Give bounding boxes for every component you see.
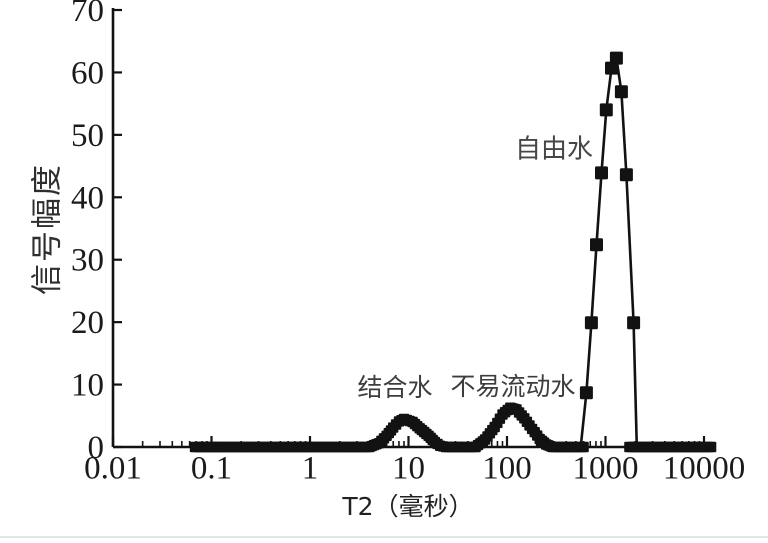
- free-water-peak: [579, 51, 641, 448]
- y-tick-label: 0: [88, 430, 105, 466]
- annotation-bound-water: 结合水: [357, 373, 433, 402]
- y-axis-label: 信号幅度: [29, 163, 66, 295]
- bottom-divider: [0, 536, 768, 538]
- free-water-data-marker: [609, 51, 623, 65]
- free-water-data-marker: [595, 166, 608, 180]
- y-tick-label: 10: [71, 368, 104, 404]
- x-axis-label: T2（毫秒）: [342, 492, 474, 521]
- free-water-data-marker: [627, 316, 641, 330]
- baseline-and-small-peaks-curve: [189, 402, 589, 453]
- annotation-free-water: 自由水: [514, 134, 594, 165]
- y-tick-label: 30: [71, 243, 104, 279]
- free-water-data-marker: [614, 85, 628, 99]
- x-tick-labels: 0.01 0.1 1 10 100 1000 10000: [84, 451, 745, 487]
- x-tick-label: 0.1: [191, 451, 232, 487]
- free-water-data-marker: [579, 386, 593, 400]
- free-water-data-marker: [599, 103, 613, 117]
- y-tick-labels: 0 10 20 30 40 50 60 70: [71, 0, 104, 466]
- y-tick-label: 50: [71, 118, 104, 154]
- free-water-data-marker: [619, 168, 633, 182]
- tail-curve: [624, 441, 717, 453]
- y-tick-label: 20: [71, 305, 104, 341]
- free-water-data-marker: [605, 61, 618, 75]
- y-tick-label: 40: [71, 180, 104, 216]
- y-tick-label: 70: [71, 0, 104, 29]
- x-tick-label: 10: [392, 451, 425, 487]
- x-tick-label: 0.01: [84, 451, 142, 487]
- free-water-data-marker: [590, 238, 603, 252]
- x-tick-label: 10000: [663, 451, 746, 487]
- annotation-irreducible-water: 不易流动水: [450, 372, 576, 401]
- free-water-data-marker: [584, 316, 598, 330]
- x-tick-label: 1000: [573, 451, 639, 487]
- x-tick-label: 1: [302, 451, 319, 487]
- y-tick-label: 60: [71, 55, 104, 91]
- x-tick-label: 100: [482, 451, 532, 487]
